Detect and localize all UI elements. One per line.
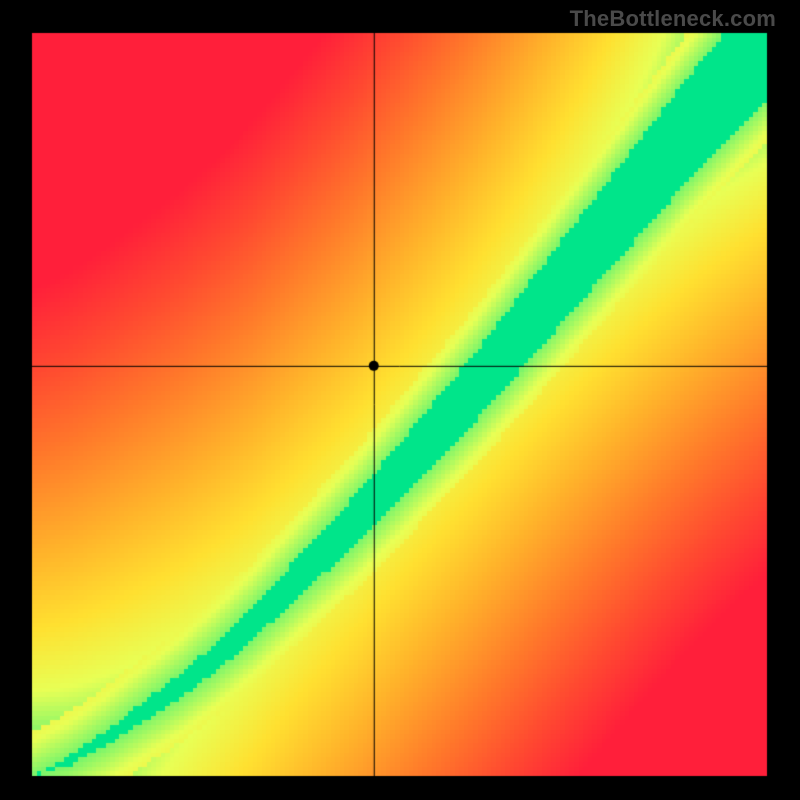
watermark-text: TheBottleneck.com [570, 6, 776, 32]
chart-container: { "watermark": { "text": "TheBottleneck.… [0, 0, 800, 800]
bottleneck-heatmap [0, 0, 800, 800]
